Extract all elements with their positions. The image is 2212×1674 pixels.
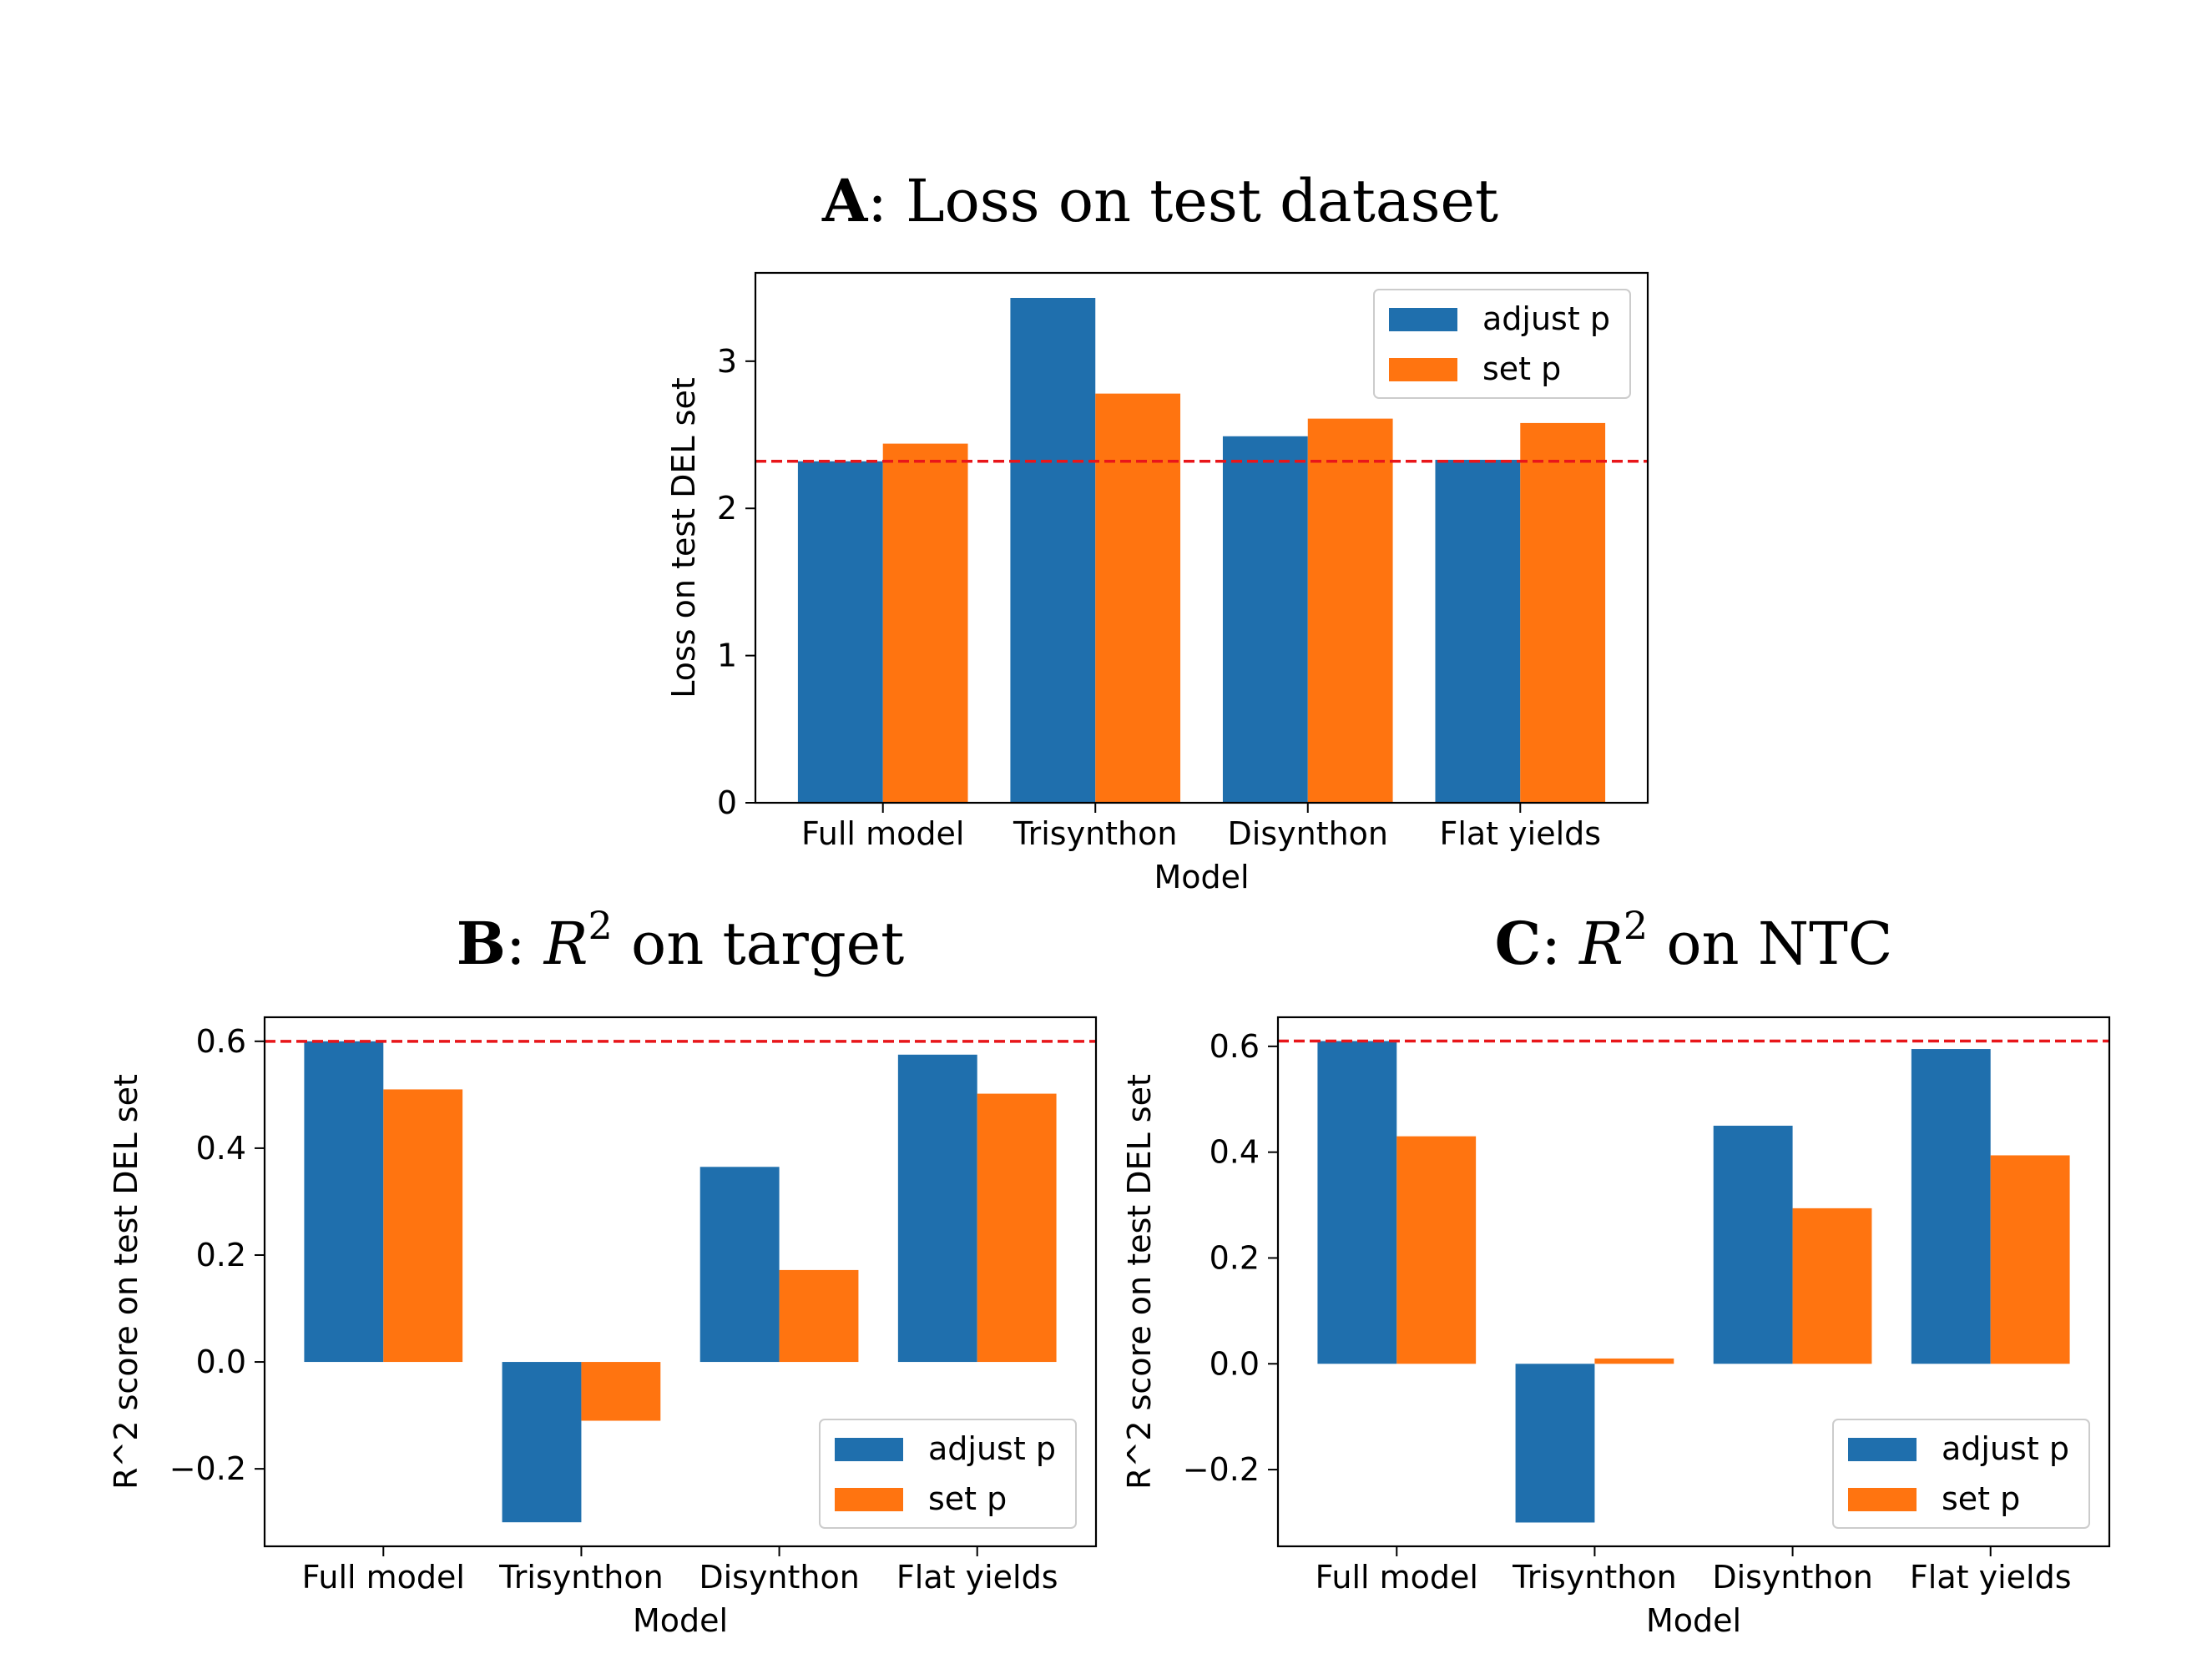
x-axis-label-a: Model xyxy=(1154,859,1249,895)
xtick-label-c: Full model xyxy=(1316,1559,1478,1596)
legend-label-b-adjust-p: adjust p xyxy=(928,1430,1056,1467)
xtick-label-c: Flat yields xyxy=(1910,1559,2072,1596)
xtick-label-b: Flat yields xyxy=(896,1559,1058,1596)
bar-b-adjust-p-flat-yields xyxy=(897,1054,977,1363)
panel-a-title-rest: : Loss on test dataset xyxy=(867,167,1498,235)
plot-frame-b xyxy=(263,1016,1098,1548)
xtick-label-b: Disynthon xyxy=(699,1559,860,1596)
xtick-label-a: Trisynthon xyxy=(1013,815,1178,852)
legend-swatch-c-adjust-p xyxy=(1848,1438,1917,1461)
legend-a: adjust p set p xyxy=(1373,289,1631,399)
ytick-label-a: 1 xyxy=(717,638,737,674)
bar-b-adjust-p-trisynthon xyxy=(502,1362,582,1523)
bar-a-set-p-flat-yields xyxy=(1520,422,1606,803)
ytick-label-b: 0.4 xyxy=(196,1130,246,1167)
bar-c-set-p-full-model xyxy=(1396,1136,1477,1364)
bar-a-adjust-p-disynthon xyxy=(1222,436,1308,803)
bar-b-adjust-p-disynthon xyxy=(699,1167,780,1363)
panel-b-title-var: R xyxy=(543,910,588,978)
bar-a-set-p-disynthon xyxy=(1307,418,1393,803)
ytick-label-c: 0.2 xyxy=(1210,1239,1260,1276)
bar-c-adjust-p-disynthon xyxy=(1713,1125,1793,1364)
bar-c-set-p-disynthon xyxy=(1792,1208,1872,1364)
legend-b: adjust p set p xyxy=(819,1419,1077,1529)
legend-label-c-set-p: set p xyxy=(1942,1480,2020,1517)
xtick-label-c: Disynthon xyxy=(1712,1559,1873,1596)
panel-c-title: C: R2 on NTC xyxy=(1495,903,1893,978)
panel-b-title-sup: 2 xyxy=(588,903,613,948)
legend-label-c-adjust-p: adjust p xyxy=(1942,1430,2069,1467)
panel-b-title-sep: : xyxy=(506,910,544,978)
legend-swatch-c-set-p xyxy=(1848,1488,1917,1511)
ytick-label-b: 0.6 xyxy=(196,1023,246,1060)
ytick-label-a: 2 xyxy=(717,490,737,527)
bar-c-adjust-p-full-model xyxy=(1317,1041,1397,1364)
xtick-label-a: Disynthon xyxy=(1228,815,1389,852)
legend-label-a-set-p: set p xyxy=(1482,350,1561,387)
xtick-label-a: Flat yields xyxy=(1439,815,1601,852)
bar-a-adjust-p-full-model xyxy=(797,461,883,803)
xtick-label-a: Full model xyxy=(801,815,964,852)
bar-b-set-p-full-model xyxy=(383,1089,463,1363)
ytick-label-a: 0 xyxy=(717,784,737,821)
panel-c-title-sep: : xyxy=(1541,910,1579,978)
panel-c-title-rest: on NTC xyxy=(1648,910,1892,978)
panel-b-title-letter: B xyxy=(457,909,506,978)
xtick-label-c: Trisynthon xyxy=(1512,1559,1677,1596)
bar-c-adjust-p-flat-yields xyxy=(1911,1049,1991,1364)
bar-a-set-p-trisynthon xyxy=(1095,393,1181,803)
legend-c: adjust p set p xyxy=(1832,1419,2090,1529)
panel-b-chart: B: R2 on target −0.2 0.0 0.2 0.4 0.6 Full mode… xyxy=(108,903,1098,1639)
bar-a-adjust-p-trisynthon xyxy=(1010,297,1096,804)
bar-a-set-p-full-model xyxy=(882,443,968,803)
bar-b-set-p-disynthon xyxy=(779,1269,859,1363)
panel-b-title: B: R2 on target xyxy=(457,903,904,978)
bar-b-set-p-trisynthon xyxy=(581,1362,661,1421)
xtick-label-b: Full model xyxy=(302,1559,465,1596)
xtick-label-b: Trisynthon xyxy=(498,1559,664,1596)
legend-label-a-adjust-p: adjust p xyxy=(1482,300,1610,337)
panel-b-title-rest: on target xyxy=(613,910,904,978)
bar-c-set-p-flat-yields xyxy=(1990,1155,2070,1364)
ytick-label-b: −0.2 xyxy=(169,1450,246,1487)
ytick-label-c: 0.0 xyxy=(1210,1345,1260,1382)
panel-c-chart: C: R2 on NTC −0.2 0.0 0.2 0.4 0.6 Full model Tr… xyxy=(1121,903,2111,1639)
x-axis-label-c: Model xyxy=(1646,1602,1741,1639)
plot-frame-c xyxy=(1276,1016,2111,1548)
x-axis-label-b: Model xyxy=(633,1602,728,1639)
panel-a-title-letter: A xyxy=(821,166,869,235)
legend-swatch-b-adjust-p xyxy=(835,1438,903,1461)
y-axis-label-b: R^2 score on test DEL set xyxy=(108,1074,144,1490)
legend-swatch-a-set-p xyxy=(1389,358,1457,381)
legend-label-b-set-p: set p xyxy=(928,1480,1007,1517)
y-axis-label-c: R^2 score on test DEL set xyxy=(1121,1074,1158,1490)
ytick-label-a: 3 xyxy=(717,343,737,380)
panel-c-title-letter: C xyxy=(1495,909,1542,978)
bar-c-adjust-p-trisynthon xyxy=(1515,1364,1595,1523)
ytick-label-c: 0.4 xyxy=(1210,1134,1260,1171)
ytick-label-c: −0.2 xyxy=(1183,1451,1260,1488)
ytick-label-b: 0.2 xyxy=(196,1237,246,1273)
ytick-label-c: 0.6 xyxy=(1210,1028,1260,1065)
panel-a-title: A: Loss on test dataset xyxy=(821,166,1498,235)
panel-a-chart: A: Loss on test dataset 0 1 2 3 Full model Tri… xyxy=(665,166,1649,895)
bar-b-adjust-p-full-model xyxy=(304,1041,384,1363)
panel-c-title-sup: 2 xyxy=(1624,903,1648,948)
legend-swatch-a-adjust-p xyxy=(1389,308,1457,331)
plot-frame-a xyxy=(754,271,1649,804)
bar-a-adjust-p-flat-yields xyxy=(1435,460,1521,803)
y-axis-label-a: Loss on test DEL set xyxy=(665,377,702,698)
panel-c-title-var: R xyxy=(1578,910,1624,978)
bar-c-set-p-trisynthon xyxy=(1594,1358,1674,1364)
legend-swatch-b-set-p xyxy=(835,1488,903,1511)
ytick-label-b: 0.0 xyxy=(196,1344,246,1380)
bar-b-set-p-flat-yields xyxy=(977,1093,1057,1363)
